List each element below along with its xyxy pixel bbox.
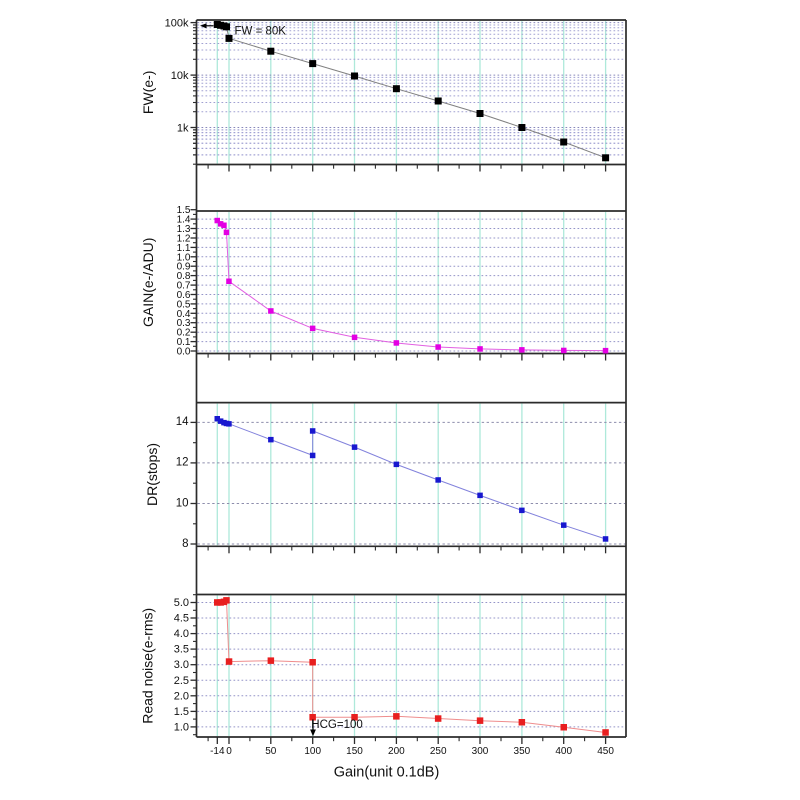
svg-text:1.1: 1.1 xyxy=(177,243,191,254)
svg-text:8: 8 xyxy=(182,538,188,550)
svg-text:100k: 100k xyxy=(165,18,189,30)
svg-text:FW = 80K: FW = 80K xyxy=(235,25,287,37)
svg-text:450: 450 xyxy=(597,746,614,757)
svg-text:200: 200 xyxy=(388,746,405,757)
svg-text:1.5: 1.5 xyxy=(174,706,189,718)
svg-text:1.5: 1.5 xyxy=(177,205,191,216)
svg-text:1k: 1k xyxy=(177,123,189,135)
svg-text:250: 250 xyxy=(430,746,447,757)
svg-text:10k: 10k xyxy=(171,70,189,82)
svg-text:0.7: 0.7 xyxy=(177,281,191,292)
svg-text:5.0: 5.0 xyxy=(174,597,189,609)
svg-text:4.0: 4.0 xyxy=(174,628,189,640)
svg-text:0.4: 0.4 xyxy=(177,309,191,320)
svg-text:1.0: 1.0 xyxy=(177,252,191,263)
svg-text:12: 12 xyxy=(176,457,189,469)
svg-text:3.5: 3.5 xyxy=(174,644,189,656)
svg-text:10: 10 xyxy=(176,497,189,509)
svg-text:0.1: 0.1 xyxy=(177,337,191,348)
svg-text:HCG=100: HCG=100 xyxy=(311,719,362,731)
svg-text:4.5: 4.5 xyxy=(174,613,189,625)
svg-text:-14: -14 xyxy=(210,746,225,757)
svg-text:50: 50 xyxy=(265,746,277,757)
svg-text:1.3: 1.3 xyxy=(177,224,191,235)
svg-text:0.0: 0.0 xyxy=(177,347,191,358)
svg-text:0.9: 0.9 xyxy=(177,262,191,273)
svg-text:0.5: 0.5 xyxy=(177,299,191,310)
svg-text:400: 400 xyxy=(555,746,572,757)
svg-text:0: 0 xyxy=(226,746,232,757)
svg-text:0.6: 0.6 xyxy=(177,290,191,301)
svg-text:2.0: 2.0 xyxy=(174,690,189,702)
svg-text:FW(e-): FW(e-) xyxy=(140,71,156,115)
svg-text:2.5: 2.5 xyxy=(174,675,189,687)
svg-text:100: 100 xyxy=(304,746,321,757)
svg-text:0.2: 0.2 xyxy=(177,328,191,339)
svg-text:3.0: 3.0 xyxy=(174,659,189,671)
svg-text:1.4: 1.4 xyxy=(177,215,191,226)
svg-text:DR(stops): DR(stops) xyxy=(144,443,160,506)
svg-text:350: 350 xyxy=(514,746,531,757)
svg-text:Read noise(e-rms): Read noise(e-rms) xyxy=(139,608,155,724)
svg-text:14: 14 xyxy=(176,416,189,428)
svg-text:0.8: 0.8 xyxy=(177,271,191,282)
svg-text:1.2: 1.2 xyxy=(177,234,191,245)
svg-text:GAIN(e-/ADU): GAIN(e-/ADU) xyxy=(140,238,156,327)
svg-text:300: 300 xyxy=(472,746,489,757)
svg-text:0.3: 0.3 xyxy=(177,318,191,329)
svg-text:Gain(unit 0.1dB): Gain(unit 0.1dB) xyxy=(334,765,440,781)
svg-text:1.0: 1.0 xyxy=(174,721,189,733)
svg-text:150: 150 xyxy=(346,746,363,757)
